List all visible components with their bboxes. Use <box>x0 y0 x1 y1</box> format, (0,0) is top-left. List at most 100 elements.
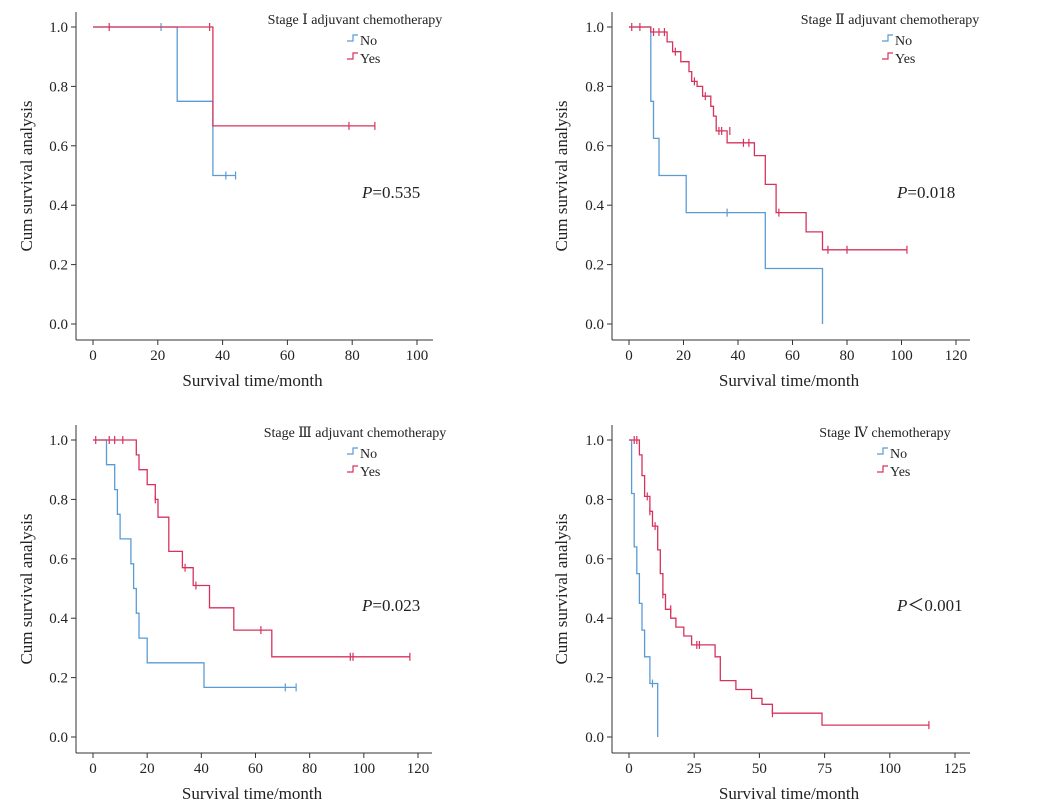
x-tick-label: 100 <box>353 761 376 777</box>
y-tick-label: 0.8 <box>585 79 604 95</box>
survival-curve-yes <box>93 26 375 127</box>
legend-label-yes: Yes <box>360 465 380 480</box>
x-tick-label: 20 <box>140 761 155 777</box>
y-axis-title: Cum survival analysis <box>552 100 571 251</box>
x-axis-title: Survival time/month <box>182 784 323 803</box>
p-value-symbol: P <box>361 183 372 202</box>
survival-curve-no <box>93 439 297 689</box>
survival-curve-yes <box>629 26 907 251</box>
x-tick-label: 60 <box>785 348 800 364</box>
x-tick-label: 20 <box>676 348 691 364</box>
x-tick-label: 20 <box>150 348 165 364</box>
x-axis-title: Survival time/month <box>182 371 323 390</box>
x-tick-label: 0 <box>89 761 97 777</box>
x-axis-title: Survival time/month <box>719 784 860 803</box>
p-value-text: =0.018 <box>907 183 955 202</box>
p-value-text: =0.535 <box>372 183 420 202</box>
legend: Stage Ⅳ chemotherapy No Yes <box>819 426 950 480</box>
y-tick-label: 0.6 <box>585 139 604 155</box>
p-value: P=0.023 <box>361 596 420 615</box>
km-chart-4: 0 25 50 75 100 125 0.0 0.2 0.4 0.6 0.8 1.0 Survival … <box>552 425 970 803</box>
y-tick-label: 0.4 <box>585 611 604 627</box>
p-value-text: ＜0.001 <box>907 596 962 615</box>
x-tick-label: 60 <box>280 348 295 364</box>
legend-swatch-no <box>347 447 358 455</box>
x-tick-label: 120 <box>407 761 430 777</box>
legend-label-no: No <box>360 447 377 462</box>
x-tick-label: 100 <box>406 348 429 364</box>
survival-curve-yes <box>93 439 410 658</box>
y-axis-title: Cum survival analysis <box>17 513 36 664</box>
y-tick-label: 0.6 <box>49 552 68 568</box>
legend: Stage Ⅰ adjuvant chemotherapy No Yes <box>268 13 443 67</box>
p-value: P＜0.001 <box>896 596 963 615</box>
x-tick-label: 80 <box>345 348 360 364</box>
legend-title: Stage Ⅱ adjuvant chemotherapy <box>801 13 980 28</box>
y-tick-label: 0.6 <box>585 552 604 568</box>
x-tick-label: 40 <box>194 761 209 777</box>
legend-label-yes: Yes <box>360 52 380 67</box>
x-axis-title: Survival time/month <box>719 371 860 390</box>
x-tick-label: 120 <box>945 348 968 364</box>
survival-curve-no <box>93 26 236 177</box>
km-chart-1: 0 20 40 60 80 100 0.0 0.2 0.4 0.6 0.8 1.0 Survival t… <box>17 12 442 390</box>
legend-swatch-yes <box>882 52 893 60</box>
legend-label-yes: Yes <box>890 465 910 480</box>
legend: Stage Ⅲ adjuvant chemotherapy No Yes <box>264 426 447 480</box>
p-value: P=0.535 <box>361 183 420 202</box>
km-chart-3: 0 20 40 60 80 100 120 0.0 0.2 0.4 0.6 0.8 1.0 Surviva… <box>17 425 446 803</box>
x-tick-label: 25 <box>687 761 702 777</box>
y-tick-label: 0.0 <box>585 730 604 746</box>
p-value-symbol: P <box>361 596 372 615</box>
y-tick-label: 0.2 <box>49 258 68 274</box>
y-tick-label: 0.4 <box>49 611 68 627</box>
y-tick-label: 0.0 <box>49 317 68 333</box>
km-chart-2: 0 20 40 60 80 100 120 0.0 0.2 0.4 0.6 0.8 1.0 Surviva… <box>552 12 979 390</box>
x-tick-label: 0 <box>625 348 633 364</box>
y-tick-label: 0.0 <box>49 730 68 746</box>
legend-swatch-no <box>882 34 893 42</box>
y-tick-label: 0.0 <box>585 317 604 333</box>
y-tick-label: 0.4 <box>585 198 604 214</box>
p-value: P=0.018 <box>896 183 955 202</box>
y-tick-label: 1.0 <box>49 20 68 36</box>
x-tick-label: 40 <box>731 348 746 364</box>
legend-title: Stage Ⅲ adjuvant chemotherapy <box>264 426 447 441</box>
legend-title: Stage Ⅳ chemotherapy <box>819 426 950 441</box>
y-tick-label: 0.2 <box>585 671 604 687</box>
x-tick-label: 100 <box>890 348 913 364</box>
x-tick-label: 80 <box>302 761 317 777</box>
x-tick-label: 40 <box>215 348 230 364</box>
legend-swatch-yes <box>347 465 358 473</box>
y-tick-label: 0.8 <box>49 492 68 508</box>
legend-label-no: No <box>890 447 907 462</box>
p-value-symbol: P <box>896 596 907 615</box>
legend-label-yes: Yes <box>895 52 915 67</box>
survival-curve-no <box>629 439 659 737</box>
survival-curve-yes <box>629 439 929 726</box>
x-tick-label: 80 <box>840 348 855 364</box>
p-value-symbol: P <box>896 183 907 202</box>
x-tick-label: 0 <box>89 348 97 364</box>
y-tick-label: 0.4 <box>49 198 68 214</box>
y-tick-label: 0.2 <box>585 258 604 274</box>
x-tick-label: 50 <box>752 761 767 777</box>
y-tick-label: 1.0 <box>585 433 604 449</box>
legend: Stage Ⅱ adjuvant chemotherapy No Yes <box>801 13 980 67</box>
legend-label-no: No <box>360 34 377 49</box>
p-value-text: =0.023 <box>372 596 420 615</box>
x-tick-label: 60 <box>248 761 263 777</box>
legend-title: Stage Ⅰ adjuvant chemotherapy <box>268 13 443 28</box>
legend-swatch-yes <box>347 52 358 60</box>
y-tick-label: 0.6 <box>49 139 68 155</box>
survival-curve-no <box>629 26 824 324</box>
y-axis-title: Cum survival analysis <box>552 513 571 664</box>
legend-swatch-yes <box>877 465 888 473</box>
y-tick-label: 0.8 <box>49 79 68 95</box>
legend-label-no: No <box>895 34 912 49</box>
y-tick-label: 0.8 <box>585 492 604 508</box>
x-tick-label: 75 <box>817 761 832 777</box>
x-tick-label: 100 <box>879 761 902 777</box>
x-tick-label: 125 <box>944 761 967 777</box>
